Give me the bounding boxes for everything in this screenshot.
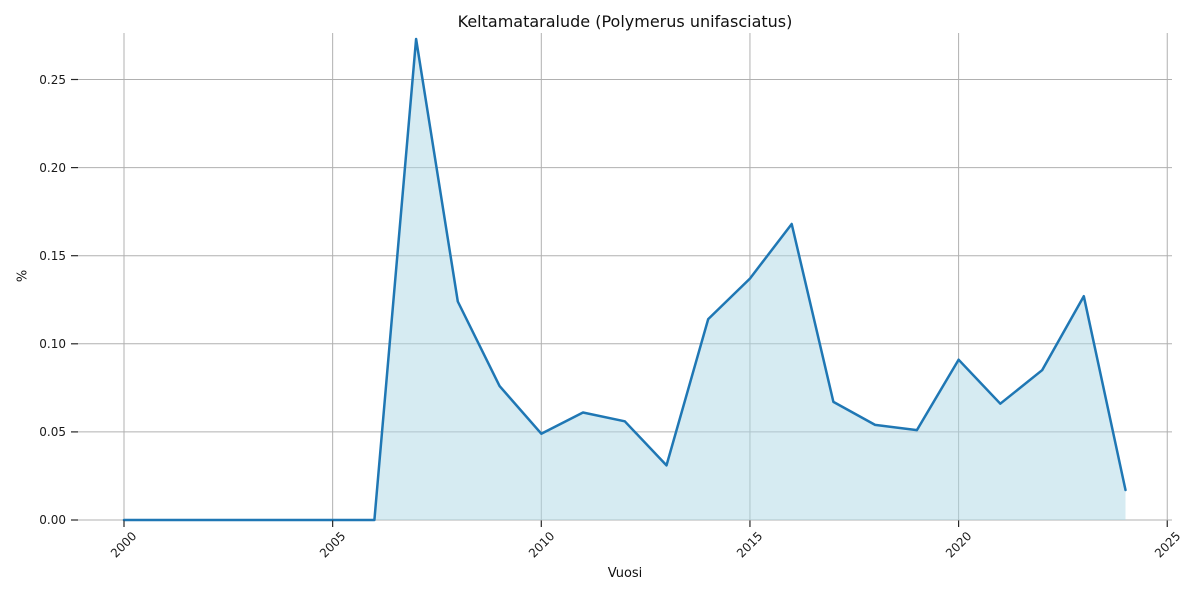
data-line	[122, 37, 1127, 522]
y-tick-label: 0.15	[39, 248, 66, 263]
y-tick-label: 0.20	[39, 160, 66, 175]
y-axis-label: %	[15, 269, 31, 283]
area-fill	[124, 39, 1126, 520]
chart-title: Keltamataralude (Polymerus unifasciatus)	[457, 12, 793, 31]
x-axis-label: Vuosi	[607, 566, 643, 581]
y-tick-label: 0.25	[39, 72, 66, 87]
y-tick-label: 0.10	[39, 336, 66, 351]
y-tick-label: 0.05	[39, 424, 66, 439]
y-tick-label: 0.00	[39, 513, 66, 527]
